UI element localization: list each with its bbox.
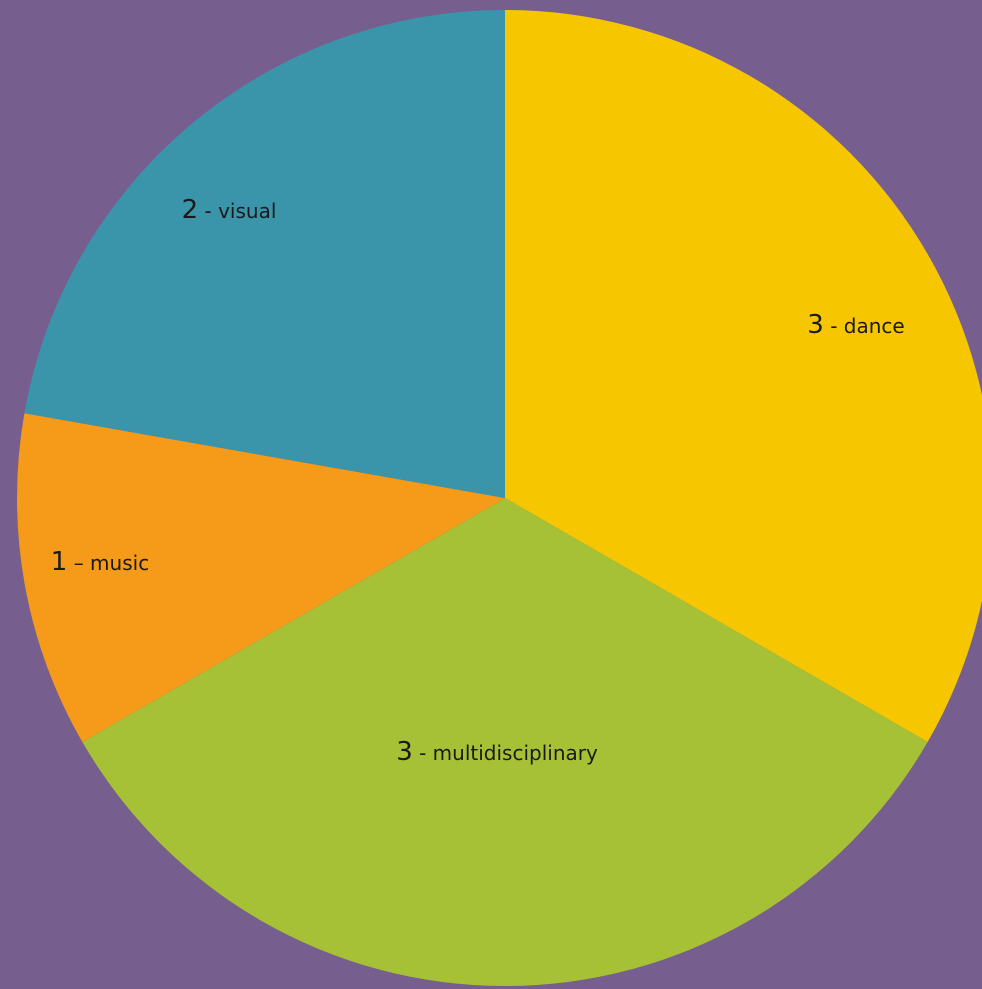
slice-label-visual: 2 - visual — [182, 195, 277, 225]
slice-label-multidisciplinary: 3 - multidisciplinary — [396, 737, 598, 767]
pie-slice-visual — [24, 10, 505, 498]
slice-label-text: – music — [67, 551, 149, 575]
pie-slice-music — [16, 413, 505, 742]
pie-slice-multidisciplinary — [82, 498, 928, 986]
slice-label-text: - dance — [824, 314, 905, 338]
slice-label-number: 3 — [807, 310, 824, 340]
slice-label-number: 2 — [182, 195, 199, 225]
slice-label-music: 1 – music — [51, 547, 149, 577]
pie-slice-dance — [505, 10, 982, 742]
slice-label-dance: 3 - dance — [807, 310, 904, 340]
slice-label-number: 1 — [51, 547, 68, 577]
slice-label-number: 3 — [396, 737, 413, 767]
slice-label-text: - multidisciplinary — [413, 741, 598, 765]
pie-slices — [16, 10, 982, 986]
slice-label-text: - visual — [198, 199, 276, 223]
